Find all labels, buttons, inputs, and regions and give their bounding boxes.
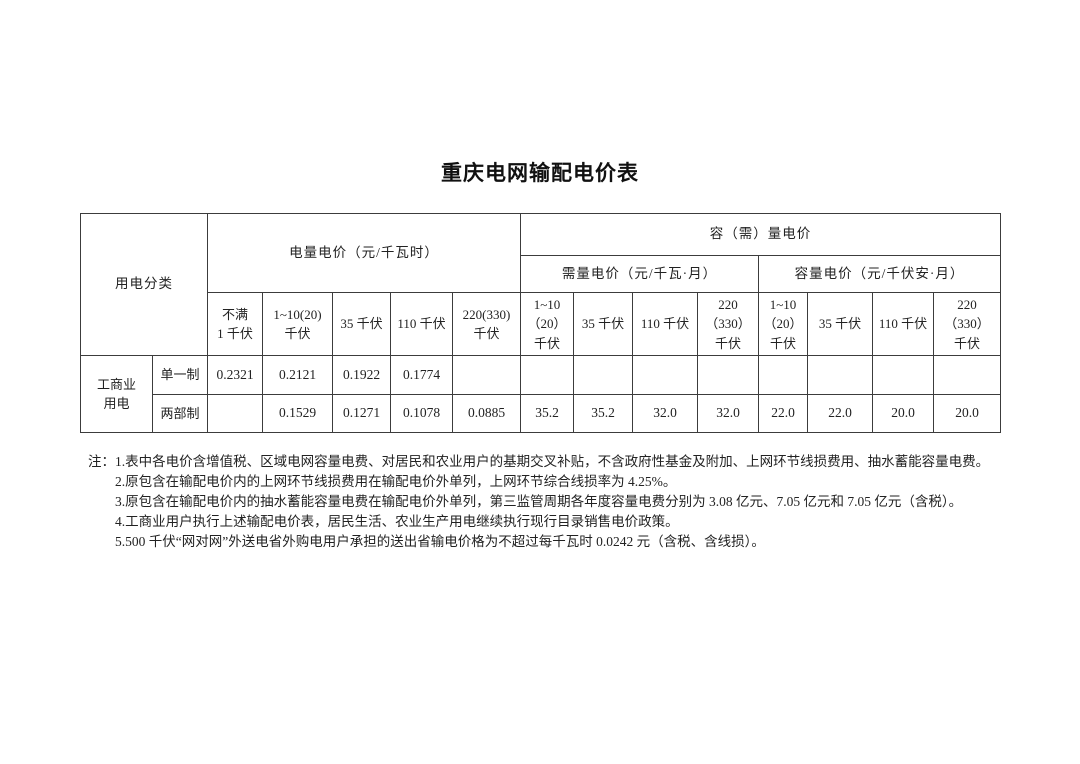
price-cell [451,355,522,395]
price-cell: 0.1271 [332,394,391,433]
header-energy-price-group: 电量电价（元/千瓦时） [206,213,522,293]
price-cell: 0.2121 [262,355,333,395]
table-row-single-system: 工商业 用电 单一制 0.2321 0.2121 0.1922 0.1774 [80,355,1002,433]
price-cell: 35.2 [573,394,634,433]
voltage-header-energy-4: 220(330) 千伏 [451,292,522,356]
price-cell: 35.2 [520,394,575,433]
price-cell: 20.0 [872,394,935,433]
price-cell: 0.1922 [332,355,391,395]
price-cell: 0.2321 [207,355,263,395]
price-cell: 0.1529 [262,394,333,433]
price-cell [697,355,760,395]
price-cell: 0.1774 [390,355,453,395]
system-cell: 两部制 [152,394,208,433]
price-cell [933,355,1002,395]
price-cell [807,355,874,395]
voltage-header-energy-2: 35 千伏 [332,292,391,356]
table-row-two-part-system: 两部制 0.1529 0.1271 0.1078 0.0885 35.2 35.… [81,394,1002,433]
voltage-header-energy-1: 1~10(20) 千伏 [262,292,333,356]
voltage-header-capacity-2: 110 千伏 [872,292,935,356]
category-cell: 工商业 用电 [80,355,153,433]
price-cell: 32.0 [697,394,760,433]
price-cell [872,355,935,395]
price-cell [758,355,809,395]
voltage-header-capacity-3: 220 （330） 千伏 [933,292,1002,356]
header-demand-price-group: 需量电价（元/千瓦·月） [520,255,760,293]
notes-label: 注： [88,454,115,469]
price-cell: 0.1078 [390,394,453,433]
system-cell: 单一制 [152,355,208,395]
header-capacity-price-group: 容量电价（元/千伏安·月） [758,255,1002,293]
header-capacity-demand-group: 容（需）量电价 [520,213,1002,256]
note-item: 2.原包含在输配电价内的上网环节线损费用在输配电价外单列，上网环节综合线损率为 … [115,474,677,489]
note-item: 1.表中各电价含增值税、区域电网容量电费、对居民和农业用户的基期交叉补贴，不含政… [115,454,990,469]
price-cell: 20.0 [933,394,1002,433]
voltage-header-demand-3: 220 （330） 千伏 [697,292,760,356]
price-cell: 22.0 [758,394,809,433]
note-item: 4.工商业用户执行上述输配电价表，居民生活、农业生产用电继续执行现行目录销售电价… [115,514,679,529]
voltage-header-capacity-1: 35 千伏 [807,292,874,356]
page-title: 重庆电网输配电价表 [441,161,639,185]
voltage-header-energy-3: 110 千伏 [390,292,453,356]
price-cell: 32.0 [632,394,699,433]
notes: 注： 1.表中各电价含增值税、区域电网容量电费、对居民和农业用户的基期交叉补贴，… [88,452,1002,552]
voltage-header-demand-0: 1~10 （20） 千伏 [520,292,575,356]
voltage-header-demand-1: 35 千伏 [573,292,634,356]
price-cell [207,394,263,433]
price-cell [573,355,634,395]
price-cell: 0.0885 [451,394,522,433]
price-cell [632,355,699,395]
notes-items: 1.表中各电价含增值税、区域电网容量电费、对居民和农业用户的基期交叉补贴，不含政… [115,452,1002,552]
note-item: 3.原包含在输配电价内的抽水蓄能容量电费在输配电价外单列，第三监管周期各年度容量… [115,494,963,509]
header-usage-class: 用电分类 [80,213,208,356]
price-cell: 22.0 [807,394,874,433]
voltage-header-energy-0: 不满 1 千伏 [207,292,263,356]
price-table: 用电分类 电量电价（元/千瓦时） 容（需）量电价 需量电价（元/千瓦·月） 容量… [80,213,1002,433]
voltage-header-demand-2: 110 千伏 [632,292,699,356]
note-item: 5.500 千伏“网对网”外送电省外购电用户承担的送出省输电价格为不超过每千瓦时… [115,534,765,549]
voltage-header-capacity-0: 1~10 （20） 千伏 [758,292,809,356]
price-cell [520,355,575,395]
